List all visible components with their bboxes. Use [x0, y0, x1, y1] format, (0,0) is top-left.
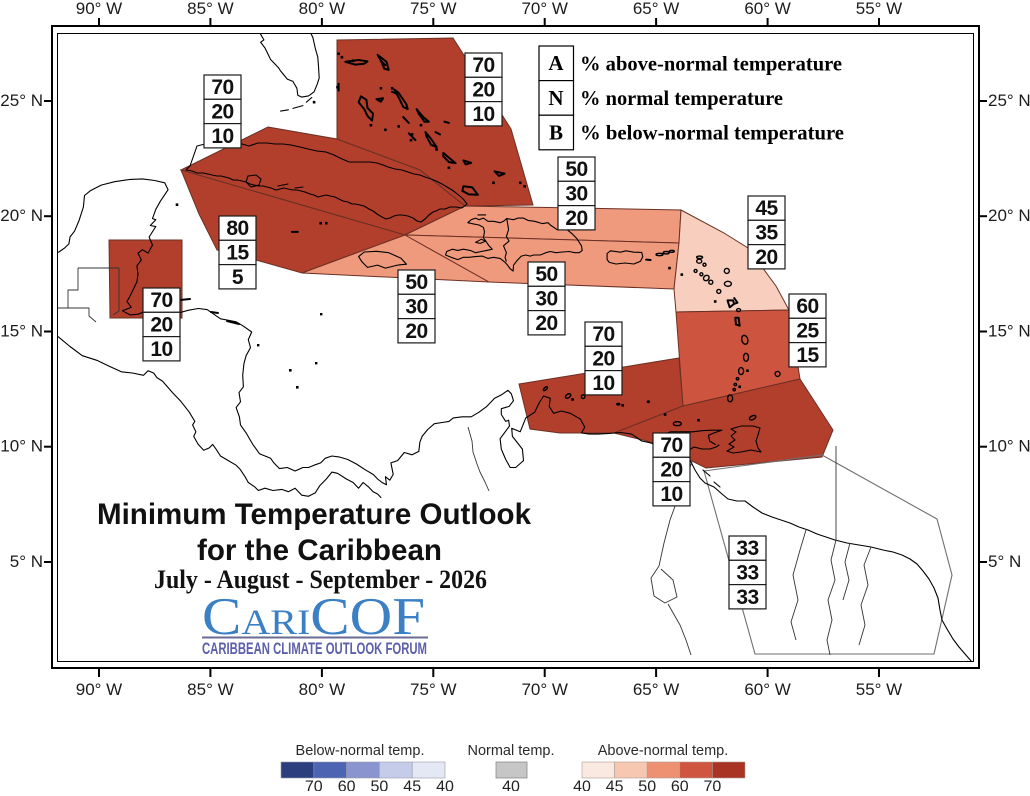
- svg-text:15° N: 15° N: [0, 322, 43, 341]
- svg-text:Normal temp.: Normal temp.: [467, 743, 554, 759]
- svg-text:CARIBBEAN CLIMATE OUTLOOK FORU: CARIBBEAN CLIMATE OUTLOOK FORUM: [202, 640, 427, 658]
- svg-text:Above-normal temp.: Above-normal temp.: [598, 743, 729, 759]
- svg-text:25: 25: [796, 319, 819, 342]
- svg-text:80° W: 80° W: [299, 680, 345, 699]
- svg-text:85° W: 85° W: [187, 0, 233, 18]
- svg-text:80: 80: [226, 217, 248, 240]
- svg-text:33: 33: [736, 537, 758, 560]
- svg-text:70: 70: [704, 779, 722, 792]
- svg-text:50: 50: [638, 779, 656, 792]
- svg-text:65° W: 65° W: [633, 680, 679, 699]
- svg-text:33: 33: [736, 586, 758, 609]
- svg-text:30: 30: [405, 295, 427, 318]
- svg-text:40: 40: [573, 779, 591, 792]
- svg-text:35: 35: [755, 222, 778, 245]
- svg-text:15: 15: [226, 242, 249, 265]
- svg-text:70: 70: [660, 434, 682, 457]
- svg-text:85° W: 85° W: [187, 680, 233, 699]
- svg-text:70: 70: [211, 76, 233, 99]
- svg-text:15° N: 15° N: [988, 322, 1030, 341]
- svg-text:B: B: [549, 120, 563, 144]
- svg-text:33: 33: [736, 561, 758, 584]
- svg-text:45: 45: [403, 779, 421, 792]
- svg-text:50: 50: [565, 158, 587, 181]
- svg-text:20: 20: [660, 458, 682, 481]
- svg-text:15: 15: [796, 344, 819, 367]
- svg-text:45: 45: [606, 779, 624, 792]
- svg-text:Minimum Temperature Outlook: Minimum Temperature Outlook: [97, 498, 531, 531]
- svg-text:70° W: 70° W: [521, 680, 567, 699]
- svg-text:70: 70: [472, 54, 494, 77]
- svg-text:50: 50: [371, 779, 389, 792]
- svg-text:5° N: 5° N: [988, 552, 1021, 571]
- svg-text:90° W: 90° W: [76, 0, 122, 18]
- svg-text:for the Caribbean: for the Caribbean: [197, 534, 442, 567]
- svg-text:20: 20: [472, 79, 494, 102]
- svg-text:20: 20: [755, 246, 777, 269]
- svg-text:45: 45: [755, 197, 778, 220]
- svg-text:20: 20: [565, 207, 587, 230]
- svg-text:5° N: 5° N: [10, 552, 43, 571]
- svg-text:60: 60: [671, 779, 689, 792]
- svg-text:% below-normal temperature: % below-normal temperature: [580, 121, 844, 145]
- svg-text:25° N: 25° N: [988, 91, 1030, 110]
- svg-text:30: 30: [565, 183, 587, 206]
- svg-text:55° W: 55° W: [856, 680, 902, 699]
- svg-text:20: 20: [211, 101, 233, 124]
- svg-text:% normal temperature: % normal temperature: [580, 86, 783, 110]
- svg-text:70: 70: [592, 323, 614, 346]
- svg-text:75° W: 75° W: [410, 680, 456, 699]
- svg-text:10: 10: [472, 103, 494, 126]
- svg-text:60: 60: [338, 779, 356, 792]
- svg-text:70: 70: [150, 289, 172, 312]
- svg-text:July - August - September - 20: July - August - September - 2026: [154, 565, 487, 594]
- svg-text:10: 10: [211, 125, 233, 148]
- svg-text:25° N: 25° N: [0, 91, 43, 110]
- svg-text:10: 10: [592, 372, 614, 395]
- svg-text:A: A: [548, 51, 564, 75]
- svg-text:30: 30: [535, 287, 557, 310]
- svg-text:70: 70: [305, 779, 323, 792]
- svg-text:50: 50: [535, 263, 557, 286]
- svg-text:20: 20: [150, 313, 172, 336]
- svg-text:60° W: 60° W: [744, 0, 790, 18]
- svg-text:60: 60: [796, 295, 818, 318]
- svg-text:20: 20: [592, 347, 614, 370]
- svg-text:20° N: 20° N: [988, 206, 1030, 225]
- svg-text:60° W: 60° W: [744, 680, 790, 699]
- svg-text:5: 5: [232, 266, 244, 289]
- svg-text:75° W: 75° W: [410, 0, 456, 18]
- svg-text:10: 10: [150, 338, 172, 361]
- svg-text:N: N: [548, 86, 563, 110]
- svg-text:10: 10: [660, 483, 682, 506]
- svg-text:50: 50: [405, 271, 427, 294]
- svg-text:65° W: 65° W: [633, 0, 679, 18]
- svg-text:90° W: 90° W: [76, 680, 122, 699]
- svg-text:40: 40: [436, 779, 454, 792]
- svg-text:20° N: 20° N: [0, 206, 43, 225]
- svg-text:10° N: 10° N: [988, 437, 1030, 456]
- svg-text:20: 20: [535, 312, 557, 335]
- svg-text:20: 20: [405, 320, 427, 343]
- svg-text:80° W: 80° W: [299, 0, 345, 18]
- svg-text:40: 40: [502, 779, 520, 792]
- svg-text:70° W: 70° W: [521, 0, 567, 18]
- svg-text:10° N: 10° N: [0, 437, 43, 456]
- svg-text:Below-normal temp.: Below-normal temp.: [296, 743, 425, 759]
- svg-text:% above-normal temperature: % above-normal temperature: [580, 52, 842, 76]
- svg-text:55° W: 55° W: [856, 0, 902, 18]
